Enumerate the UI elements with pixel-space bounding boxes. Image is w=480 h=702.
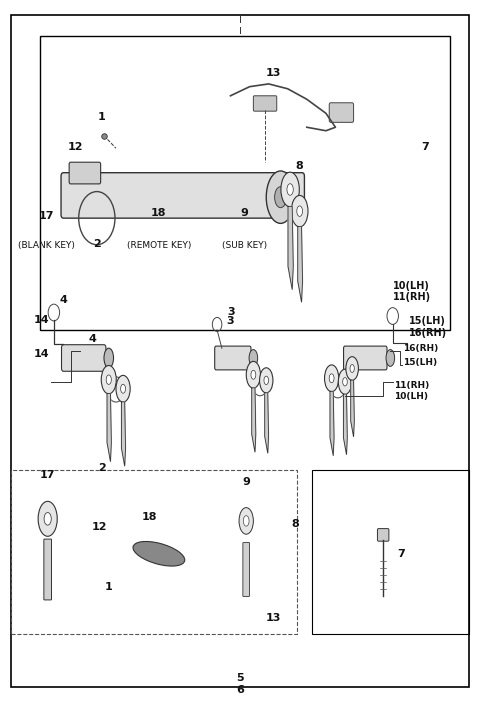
Ellipse shape [246,362,261,388]
Polygon shape [107,394,111,461]
Ellipse shape [260,368,273,393]
Text: 16(RH): 16(RH) [409,328,447,338]
Text: 3: 3 [228,307,235,317]
Text: 2: 2 [98,463,106,473]
Text: 17: 17 [39,211,54,221]
Text: 4: 4 [60,295,67,305]
Ellipse shape [324,365,339,392]
Text: 17: 17 [40,470,55,480]
Polygon shape [344,394,347,454]
Ellipse shape [287,184,293,195]
Bar [11,470,297,634]
Text: 9: 9 [241,208,249,218]
Polygon shape [298,227,302,302]
Polygon shape [351,380,354,437]
Ellipse shape [350,364,354,373]
Text: 3: 3 [227,316,234,326]
Polygon shape [288,206,293,289]
Bar [39,37,450,330]
Ellipse shape [243,516,249,526]
FancyBboxPatch shape [344,346,387,370]
Ellipse shape [120,384,125,393]
FancyBboxPatch shape [69,162,101,184]
Ellipse shape [329,373,334,383]
Ellipse shape [266,171,295,223]
Text: 12: 12 [68,142,83,152]
Text: 18: 18 [142,512,157,522]
Ellipse shape [275,187,287,208]
FancyBboxPatch shape [61,173,304,218]
Ellipse shape [251,371,256,379]
Text: 8: 8 [295,161,302,171]
Ellipse shape [338,369,352,395]
Text: 10(LH): 10(LH) [394,392,428,401]
Ellipse shape [44,512,51,525]
Ellipse shape [386,350,395,366]
Text: 18: 18 [151,208,167,218]
Ellipse shape [104,348,114,368]
Text: 16(RH): 16(RH) [403,344,438,352]
FancyBboxPatch shape [377,529,389,541]
FancyBboxPatch shape [61,345,106,371]
Bar [312,470,469,634]
Ellipse shape [291,195,308,227]
Text: 12: 12 [92,522,107,532]
Text: 15(LH): 15(LH) [409,316,446,326]
Ellipse shape [281,172,300,207]
FancyBboxPatch shape [44,539,51,600]
Ellipse shape [264,376,268,385]
Text: 7: 7 [397,549,405,559]
Text: 13: 13 [266,614,281,623]
Text: 6: 6 [236,685,244,695]
Ellipse shape [297,206,302,216]
Text: 15(LH): 15(LH) [403,358,437,366]
Text: 14: 14 [34,350,49,359]
Polygon shape [265,392,268,453]
Text: 1: 1 [105,582,113,592]
Text: 4: 4 [88,334,96,344]
Polygon shape [330,391,334,456]
Polygon shape [252,388,256,452]
Text: (REMOTE KEY): (REMOTE KEY) [127,241,191,250]
Ellipse shape [239,508,253,534]
Text: 11(RH): 11(RH) [393,292,431,303]
Ellipse shape [38,501,57,536]
Text: 10(LH): 10(LH) [393,281,430,291]
Text: 5: 5 [236,673,244,682]
Ellipse shape [249,350,258,366]
Ellipse shape [106,375,111,385]
Text: (BLANK KEY): (BLANK KEY) [18,241,75,250]
FancyBboxPatch shape [243,543,250,597]
Text: 11(RH): 11(RH) [394,381,429,390]
Polygon shape [121,402,125,466]
Text: 13: 13 [266,68,281,79]
Ellipse shape [133,541,185,566]
Text: 14: 14 [34,314,50,324]
Text: (SUB KEY): (SUB KEY) [222,241,267,250]
Ellipse shape [116,376,130,402]
Text: 9: 9 [242,477,250,487]
FancyBboxPatch shape [329,102,354,122]
Text: 2: 2 [93,239,101,249]
Text: 1: 1 [98,112,106,121]
Text: 8: 8 [291,519,299,529]
Text: 7: 7 [421,142,429,152]
Ellipse shape [101,366,116,394]
Ellipse shape [343,378,347,386]
FancyBboxPatch shape [215,346,251,370]
Ellipse shape [346,357,359,380]
FancyBboxPatch shape [253,95,277,111]
